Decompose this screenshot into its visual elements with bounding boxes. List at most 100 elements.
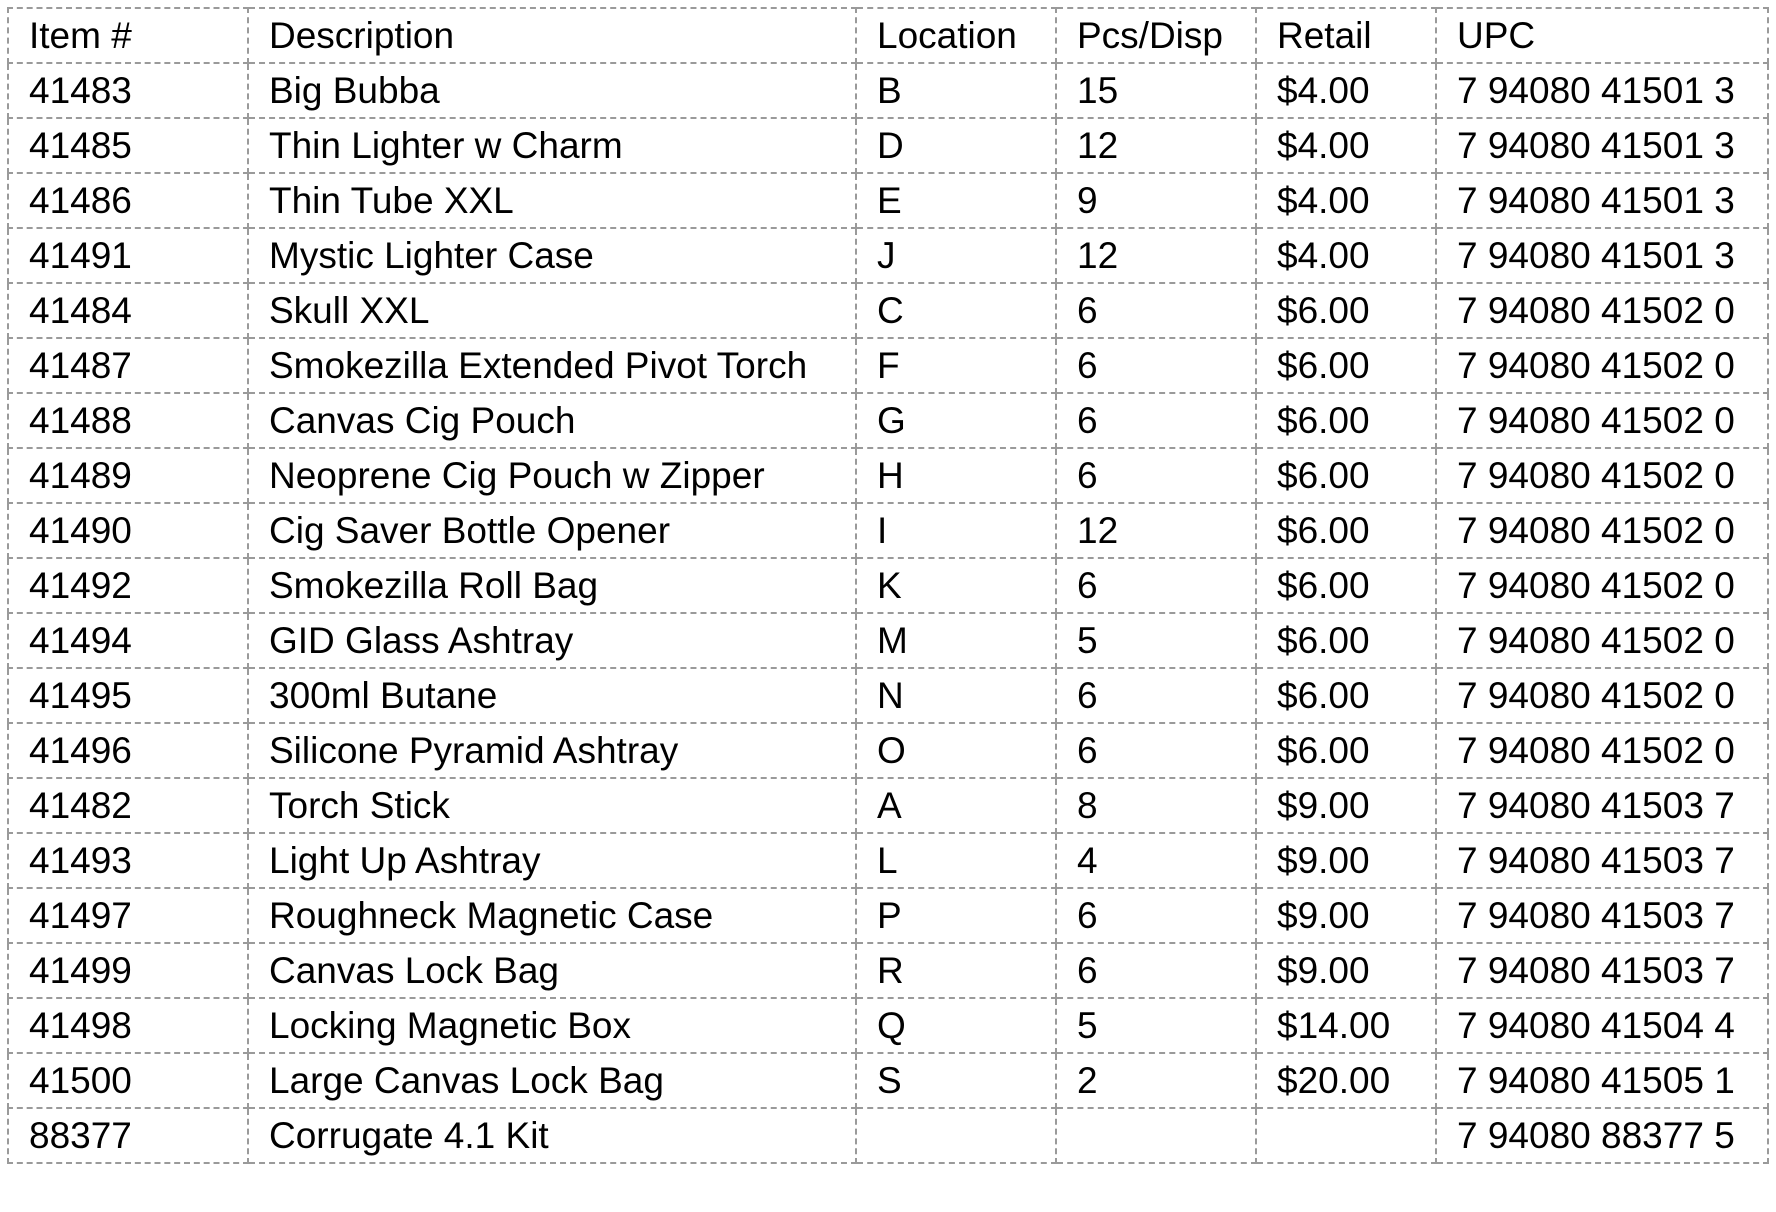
cell-item-number: 41488 — [7, 392, 249, 449]
column-header-item-number: Item # — [7, 7, 249, 64]
cell-location: S — [855, 1052, 1057, 1109]
cell-description: Skull XXL — [247, 282, 857, 339]
cell-pcs-per-display: 6 — [1055, 392, 1257, 449]
cell-pcs-per-display: 12 — [1055, 502, 1257, 559]
table-row: 41482 Torch Stick A 8 $9.00 7 94080 41503 7 — [7, 777, 1769, 834]
cell-retail: $6.00 — [1255, 612, 1437, 669]
cell-item-number: 41486 — [7, 172, 249, 229]
cell-retail: $20.00 — [1255, 1052, 1437, 1109]
cell-retail: $6.00 — [1255, 502, 1437, 559]
cell-description: GID Glass Ashtray — [247, 612, 857, 669]
cell-pcs-per-display: 6 — [1055, 282, 1257, 339]
cell-upc: 7 94080 41502 0 — [1435, 722, 1769, 779]
cell-pcs-per-display: 5 — [1055, 997, 1257, 1054]
header-row: Item # Description Location Pcs/Disp Retail U… — [7, 7, 1769, 64]
cell-upc: 7 94080 41502 0 — [1435, 337, 1769, 394]
column-header-retail: Retail — [1255, 7, 1437, 64]
cell-upc: 7 94080 41502 0 — [1435, 557, 1769, 614]
cell-location: G — [855, 392, 1057, 449]
cell-location: R — [855, 942, 1057, 999]
cell-retail: $4.00 — [1255, 117, 1437, 174]
cell-description: Thin Tube XXL — [247, 172, 857, 229]
cell-item-number: 41498 — [7, 997, 249, 1054]
cell-upc: 7 94080 41503 7 — [1435, 942, 1769, 999]
cell-location: E — [855, 172, 1057, 229]
cell-description: Smokezilla Extended Pivot Torch — [247, 337, 857, 394]
cell-upc: 7 94080 41502 0 — [1435, 667, 1769, 724]
cell-description: Mystic Lighter Case — [247, 227, 857, 284]
cell-description: Smokezilla Roll Bag — [247, 557, 857, 614]
cell-pcs-per-display: 8 — [1055, 777, 1257, 834]
cell-upc: 7 94080 41501 3 — [1435, 117, 1769, 174]
column-header-upc: UPC — [1435, 7, 1769, 64]
cell-upc: 7 94080 41502 0 — [1435, 502, 1769, 559]
cell-pcs-per-display: 4 — [1055, 832, 1257, 889]
cell-description: Locking Magnetic Box — [247, 997, 857, 1054]
cell-pcs-per-display: 6 — [1055, 942, 1257, 999]
cell-retail: $6.00 — [1255, 557, 1437, 614]
cell-item-number: 41499 — [7, 942, 249, 999]
cell-retail: $14.00 — [1255, 997, 1437, 1054]
cell-description: Canvas Lock Bag — [247, 942, 857, 999]
cell-retail: $6.00 — [1255, 667, 1437, 724]
cell-upc: 7 94080 41502 0 — [1435, 447, 1769, 504]
cell-upc: 7 94080 88377 5 — [1435, 1107, 1769, 1164]
cell-description: 300ml Butane — [247, 667, 857, 724]
cell-pcs-per-display: 6 — [1055, 667, 1257, 724]
table-row: 41485 Thin Lighter w Charm D 12 $4.00 7 94080… — [7, 117, 1769, 174]
cell-retail: $9.00 — [1255, 887, 1437, 944]
cell-description: Silicone Pyramid Ashtray — [247, 722, 857, 779]
table-row: 41500 Large Canvas Lock Bag S 2 $20.00 7 9408… — [7, 1052, 1769, 1109]
cell-item-number: 41493 — [7, 832, 249, 889]
cell-pcs-per-display — [1055, 1107, 1257, 1164]
cell-upc: 7 94080 41501 3 — [1435, 227, 1769, 284]
cell-pcs-per-display: 6 — [1055, 722, 1257, 779]
table-row: 41498 Locking Magnetic Box Q 5 $14.00 7 94080… — [7, 997, 1769, 1054]
cell-location: N — [855, 667, 1057, 724]
cell-item-number: 41490 — [7, 502, 249, 559]
cell-retail: $6.00 — [1255, 392, 1437, 449]
cell-description: Canvas Cig Pouch — [247, 392, 857, 449]
cell-item-number: 41497 — [7, 887, 249, 944]
cell-upc: 7 94080 41504 4 — [1435, 997, 1769, 1054]
cell-upc: 7 94080 41503 7 — [1435, 832, 1769, 889]
cell-location: I — [855, 502, 1057, 559]
cell-retail: $4.00 — [1255, 62, 1437, 119]
cell-item-number: 88377 — [7, 1107, 249, 1164]
cell-upc: 7 94080 41503 7 — [1435, 777, 1769, 834]
cell-pcs-per-display: 6 — [1055, 887, 1257, 944]
cell-pcs-per-display: 6 — [1055, 337, 1257, 394]
cell-item-number: 41495 — [7, 667, 249, 724]
column-header-description: Description — [247, 7, 857, 64]
cell-pcs-per-display: 12 — [1055, 227, 1257, 284]
table-row: 41499 Canvas Lock Bag R 6 $9.00 7 94080 41503… — [7, 942, 1769, 999]
cell-item-number: 41492 — [7, 557, 249, 614]
cell-item-number: 41500 — [7, 1052, 249, 1109]
cell-pcs-per-display: 12 — [1055, 117, 1257, 174]
cell-location: O — [855, 722, 1057, 779]
table-row: 88377 Corrugate 4.1 Kit 7 94080 88377 5 — [7, 1107, 1769, 1164]
cell-retail: $6.00 — [1255, 282, 1437, 339]
product-table: Item # Description Location Pcs/Disp Retail U… — [7, 7, 1769, 1164]
cell-item-number: 41489 — [7, 447, 249, 504]
cell-description: Thin Lighter w Charm — [247, 117, 857, 174]
table-row: 41484 Skull XXL C 6 $6.00 7 94080 41502 0 — [7, 282, 1769, 339]
cell-description: Large Canvas Lock Bag — [247, 1052, 857, 1109]
cell-upc: 7 94080 41505 1 — [1435, 1052, 1769, 1109]
cell-retail: $9.00 — [1255, 777, 1437, 834]
cell-retail: $4.00 — [1255, 172, 1437, 229]
cell-item-number: 41485 — [7, 117, 249, 174]
cell-upc: 7 94080 41502 0 — [1435, 282, 1769, 339]
cell-upc: 7 94080 41501 3 — [1435, 62, 1769, 119]
cell-location: F — [855, 337, 1057, 394]
cell-pcs-per-display: 5 — [1055, 612, 1257, 669]
table-row: 41492 Smokezilla Roll Bag K 6 $6.00 7 94080 4… — [7, 557, 1769, 614]
cell-description: Roughneck Magnetic Case — [247, 887, 857, 944]
cell-upc: 7 94080 41502 0 — [1435, 392, 1769, 449]
cell-item-number: 41487 — [7, 337, 249, 394]
table-row: 41487 Smokezilla Extended Pivot Torch F 6 $6… — [7, 337, 1769, 394]
cell-pcs-per-display: 9 — [1055, 172, 1257, 229]
cell-location: C — [855, 282, 1057, 339]
cell-retail: $6.00 — [1255, 337, 1437, 394]
cell-description: Light Up Ashtray — [247, 832, 857, 889]
